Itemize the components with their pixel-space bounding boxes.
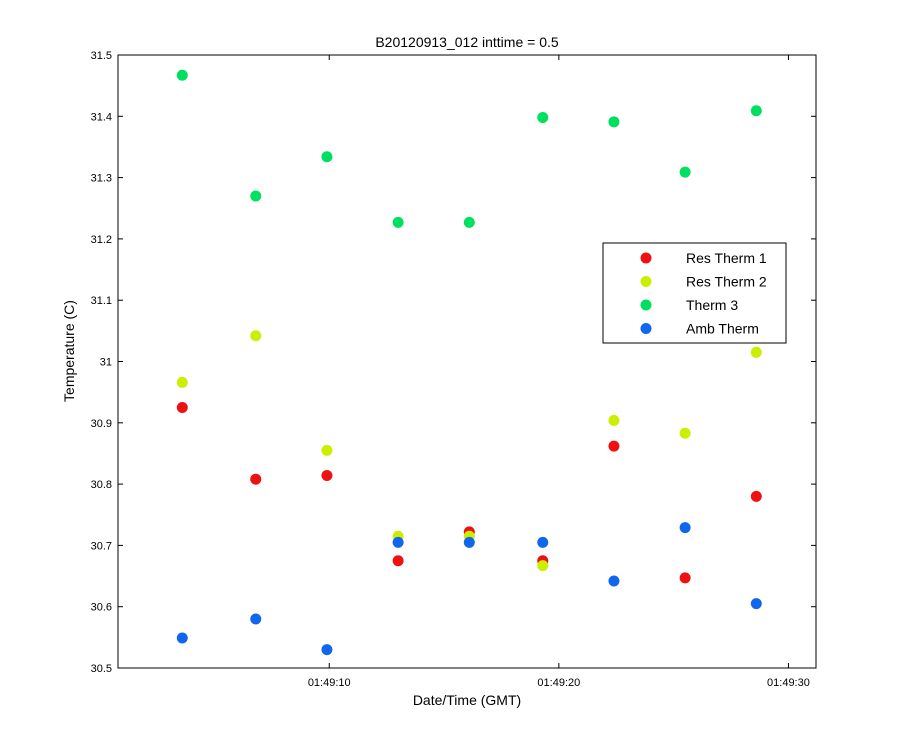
legend-label: Res Therm 1: [686, 250, 767, 266]
data-point: [537, 536, 549, 548]
y-tick-label: 31: [100, 357, 112, 369]
y-axis-label: Temperature (C): [61, 300, 77, 402]
legend-marker: [640, 276, 652, 287]
data-point: [463, 216, 475, 228]
x-axis-label: Date/Time (GMT): [413, 692, 521, 708]
data-point: [321, 151, 333, 163]
data-point: [679, 572, 691, 584]
data-point: [679, 522, 691, 534]
data-point: [750, 105, 762, 117]
data-point: [750, 598, 762, 610]
y-tick-label: 30.9: [91, 418, 112, 430]
data-point: [321, 470, 333, 482]
x-axis: 01:49:10 01:49:20 01:49:30: [308, 55, 810, 689]
data-point: [392, 555, 404, 567]
data-point: [463, 536, 475, 548]
legend-label: Therm 3: [686, 297, 738, 313]
y-tick-label: 31.1: [91, 295, 112, 307]
x-tick-label: 01:49:30: [767, 677, 810, 689]
data-point: [537, 112, 549, 124]
legend-label: Amb Therm: [686, 321, 759, 337]
y-tick-label: 30.7: [91, 540, 112, 552]
data-point: [679, 427, 691, 439]
data-points: [176, 69, 762, 656]
legend-marker: [640, 299, 652, 311]
data-point: [176, 69, 188, 81]
y-tick-label: 30.6: [91, 602, 112, 614]
y-tick-label: 31.2: [91, 234, 112, 246]
data-point: [321, 644, 333, 656]
series-3: [176, 69, 762, 228]
y-tick-label: 31.5: [91, 50, 112, 62]
x-tick-label: 01:49:20: [537, 677, 580, 689]
data-point: [608, 116, 620, 128]
y-tick-label: 30.8: [91, 479, 112, 491]
plot-area: [117, 54, 817, 669]
data-point: [250, 613, 262, 625]
data-point: [750, 490, 762, 502]
y-axis: 30.5 30.6 30.7 30.8 30.9 31 31.1 31.2 31.3 31.4 31…: [91, 50, 816, 675]
legend-label: Res Therm 2: [686, 274, 767, 290]
data-point: [250, 330, 262, 342]
data-point: [392, 216, 404, 228]
data-point: [537, 560, 549, 572]
data-point: [321, 444, 333, 456]
y-tick-label: 31.3: [91, 173, 112, 185]
data-point: [176, 632, 188, 644]
data-point: [608, 575, 620, 587]
data-point: [750, 346, 762, 358]
y-tick-label: 30.5: [91, 663, 112, 675]
y-tick-label: 31.4: [91, 111, 112, 123]
legend-box: [602, 242, 787, 344]
series-4: [176, 522, 762, 656]
data-point: [176, 401, 188, 413]
data-point: [608, 440, 620, 452]
legend: Res Therm 1 Res Therm 2 Therm 3 Amb Therm: [602, 242, 787, 344]
data-point: [608, 414, 620, 426]
data-point: [392, 536, 404, 548]
legend-marker: [640, 323, 652, 334]
data-point: [679, 166, 691, 178]
data-point: [250, 473, 262, 485]
chart-title: B20120913_012 inttime = 0.5: [375, 34, 559, 50]
x-tick-label: 01:49:10: [308, 677, 351, 689]
legend-marker: [640, 252, 652, 264]
data-point: [250, 190, 262, 202]
data-point: [176, 376, 188, 388]
